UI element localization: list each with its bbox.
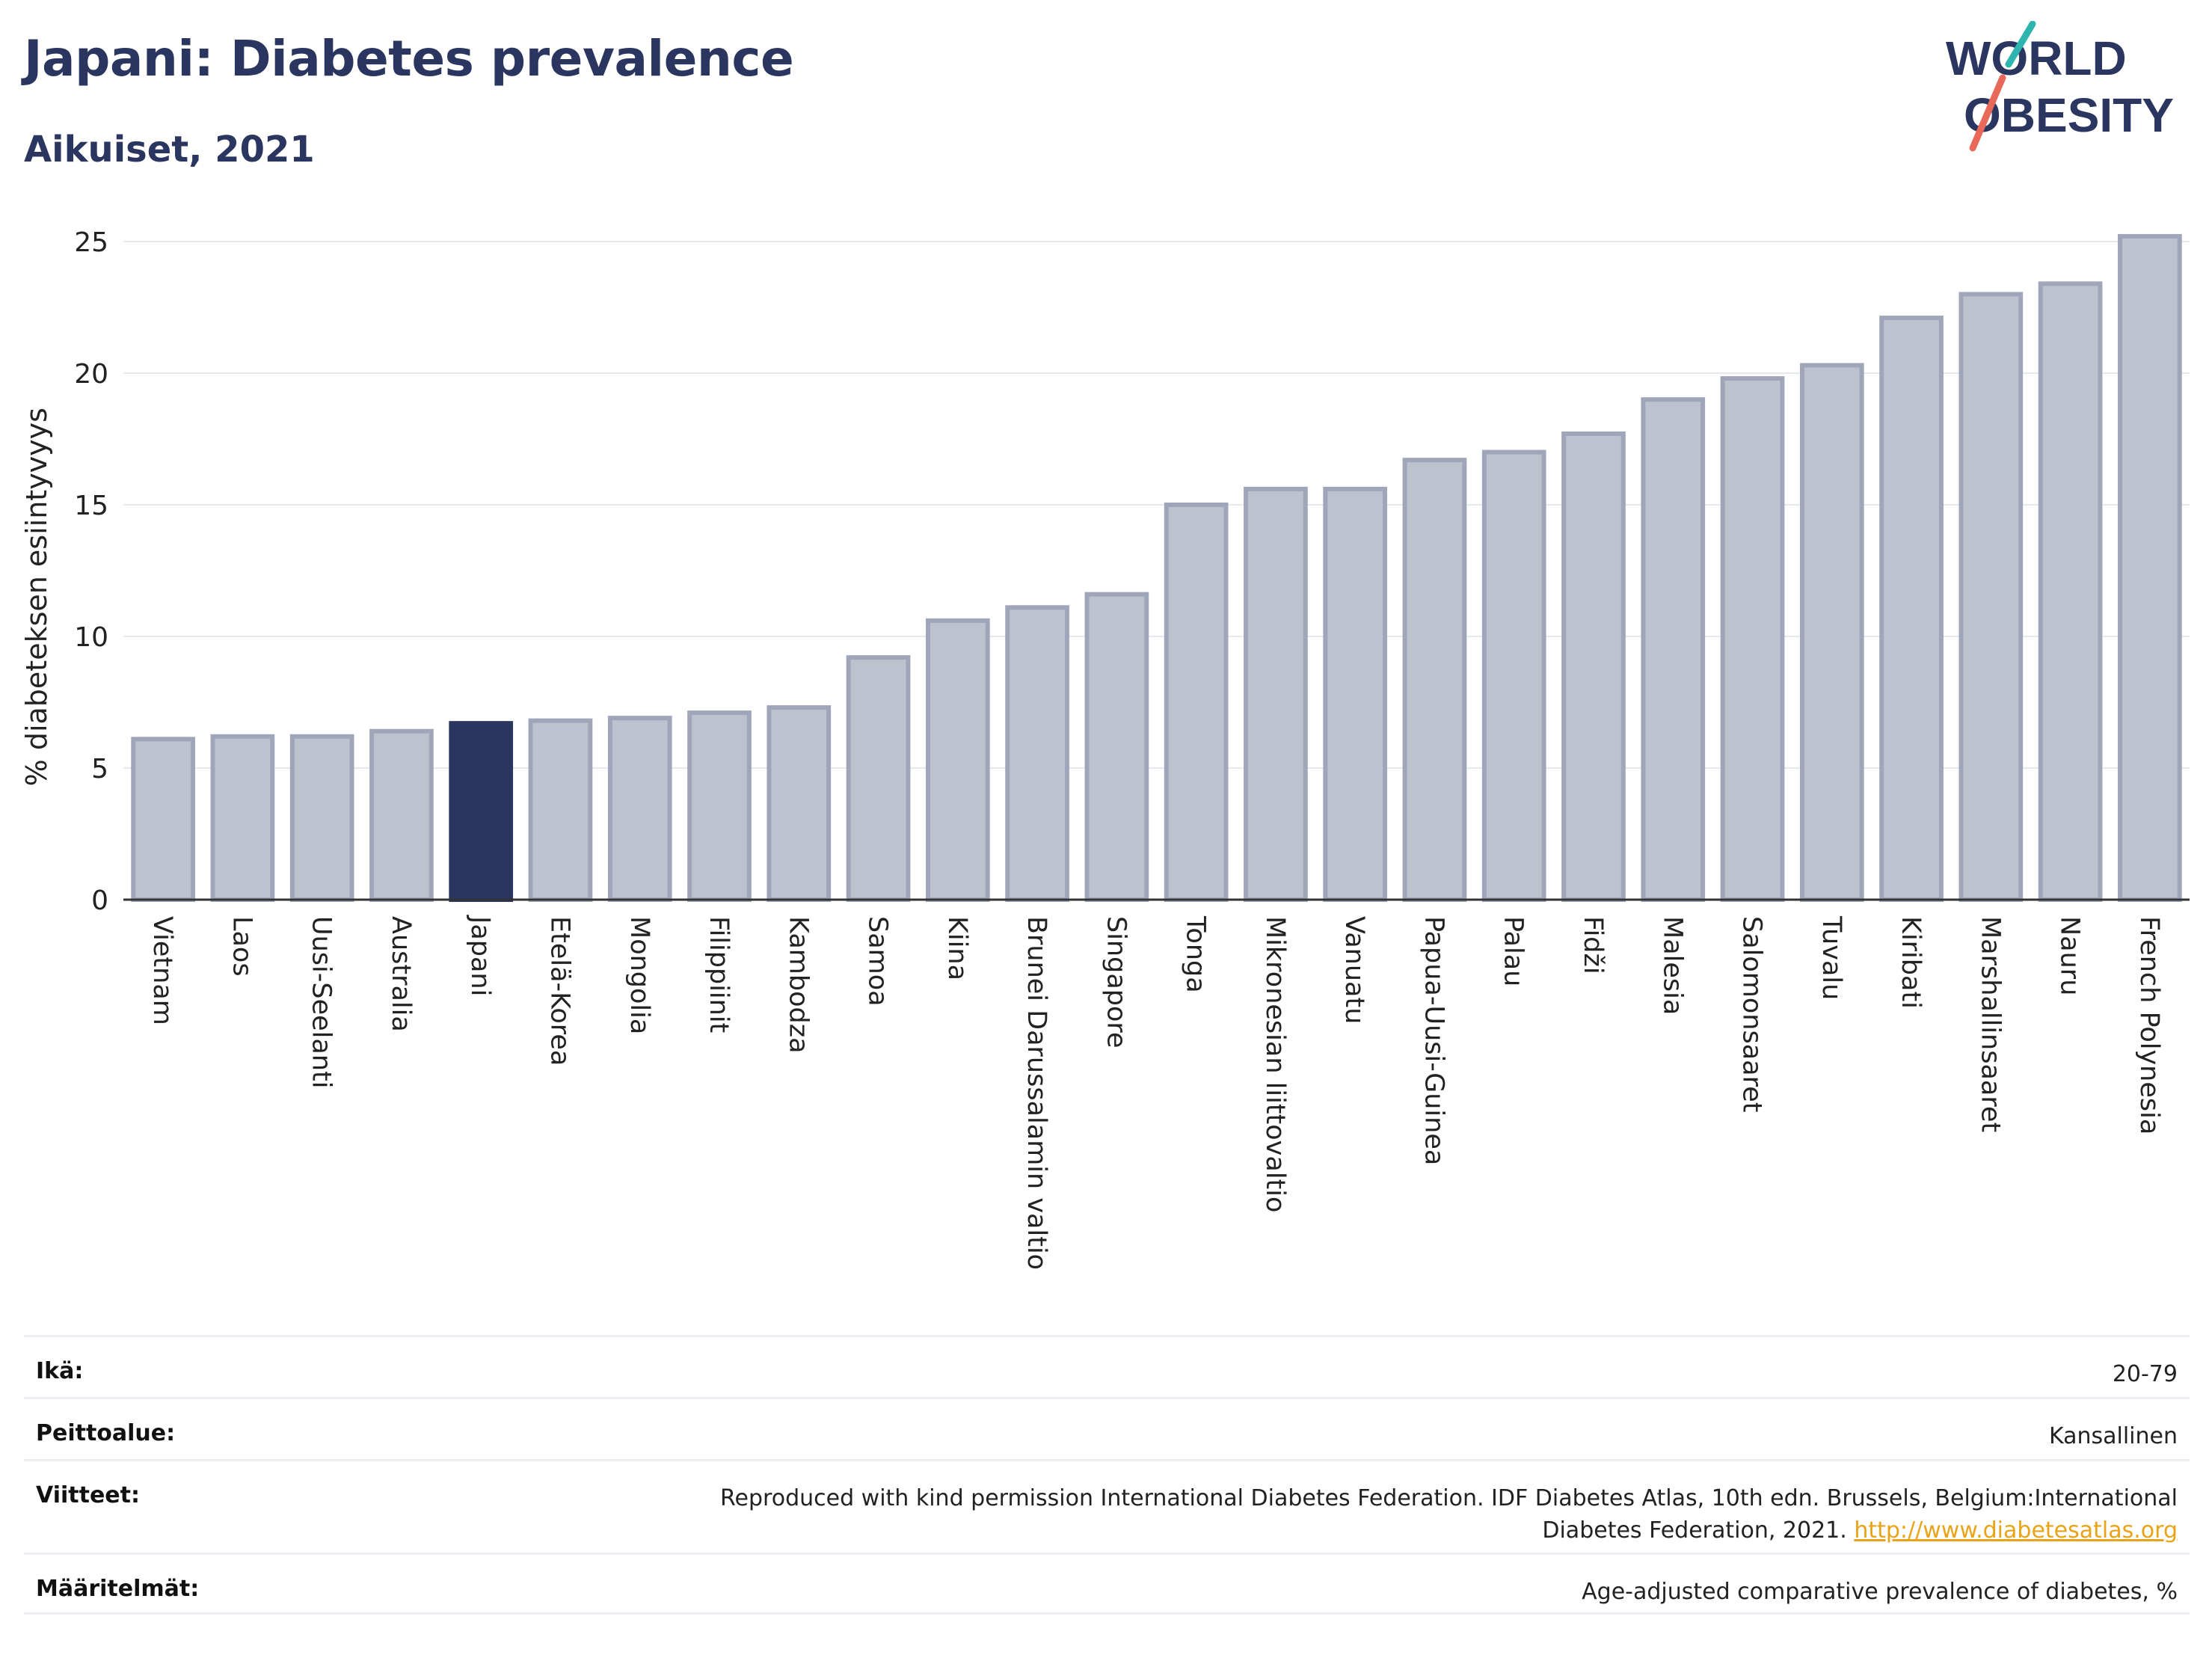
bar-etelä-korea [528,718,593,903]
logo-slash-coral [1969,74,2006,152]
bar-french-polynesia [2118,233,2182,902]
info-table: Ikä: 20-79 Peittoalue: Kansallinen Viitt… [24,1335,2190,1615]
y-tick-label: 0 [91,885,108,916]
y-tick-label: 15 [74,491,108,521]
info-value-references: Reproduced with kind permission Internat… [645,1482,2178,1547]
bar-mikronesian-liittovaltio [1244,486,1308,902]
bar-chart: 0 5 10 15 20 25 Vietnam Laos Uusi-Seelanti Austr… [20,227,2190,1270]
y-tick-label: 20 [74,359,108,390]
bar-japani [449,721,514,902]
bar-vanuatu [1323,486,1388,902]
bar-kiribati [1879,316,1944,902]
bar-fidži [1561,431,1626,902]
bar-tuvalu [1799,363,1864,902]
bar-singapore [1084,592,1149,902]
references-text: Reproduced with kind permission Internat… [720,1485,2178,1544]
x-tick-label: Vietnam [147,916,177,1025]
info-row-definitions: Määritelmät: Age-adjusted comparative pr… [24,1553,2190,1615]
logo-word-world: WORLD [1946,31,2127,85]
logo-slash-teal [2005,21,2036,68]
y-axis-title: % diabeteksen esiintyvyys [20,408,53,786]
info-label-definitions: Määritelmät: [36,1576,200,1602]
x-tick-label: Kiina [942,916,972,980]
x-tick-label: Fidži [1578,916,1608,974]
chart-title: Japani: Diabetes prevalence [24,30,794,87]
info-label-coverage: Peittoalue: [36,1420,176,1446]
bar-vietnam [131,737,195,903]
x-tick-label: Malesia [1657,916,1687,1015]
x-tick-label: Vanuatu [1339,916,1369,1024]
info-label-references: Viitteet: [36,1482,140,1508]
bar-palau [1481,449,1546,903]
info-value-definitions: Age-adjusted comparative prevalence of d… [1582,1579,2178,1605]
x-tick-label: Tuvalu [1816,915,1846,1000]
bar-salomonsaaret [1720,376,1785,903]
x-tick-label: Mongolia [624,916,654,1034]
x-tick-labels: Vietnam Laos Uusi-Seelanti Australia Japani E… [147,915,2164,1270]
x-tick-label: Mikronesian liittovaltio [1260,916,1290,1212]
bar-australia [369,728,434,902]
bar-filippiinit [687,710,752,903]
bar-mongolia [607,716,672,902]
x-tick-label: Laos [227,916,256,977]
x-tick-label: Marshallinsaaret [1975,916,2005,1132]
bar-laos [210,734,275,903]
y-tick-labels: 0 5 10 15 20 25 [74,227,108,916]
bar-papua-uusi-guinea [1402,458,1467,903]
x-tick-label: French Polynesia [2134,916,2164,1134]
info-value-coverage: Kansallinen [2048,1423,2178,1449]
y-tick-label: 10 [74,622,108,653]
bar-samoa [846,655,911,902]
x-tick-label: Nauru [2055,916,2085,995]
bar-nauru [2038,281,2103,902]
x-tick-label: Filippiinit [704,916,734,1033]
info-row-age: Ikä: 20-79 [24,1335,2190,1397]
x-tick-label: Brunei Darussalamin valtio [1021,916,1051,1270]
x-tick-label: Singapore [1101,916,1131,1048]
x-tick-label: Kiribati [1896,916,1926,1009]
diabetes-atlas-link[interactable]: http://www.diabetesatlas.org [1854,1517,2178,1544]
x-tick-label: Kambodza [783,916,813,1054]
x-tick-label: Tonga [1181,915,1211,993]
x-tick-label: Papua-Uusi-Guinea [1419,916,1448,1165]
bar-brunei-darussalamin-valtio [1005,605,1069,903]
bar-marshallinsaaret [1958,292,2024,902]
bars [131,233,2182,903]
info-label-age: Ikä: [36,1358,84,1384]
x-tick-label: Australia [386,916,416,1032]
chart-subtitle: Aikuiset, 2021 [24,129,315,171]
logo-word-obesity: OBESITY [1964,88,2174,142]
bar-uusi-seelanti [289,734,354,903]
info-row-references: Viitteet: Reproduced with kind permissio… [24,1459,2190,1553]
x-tick-label: Palau [1499,916,1529,986]
x-tick-label: Salomonsaaret [1737,916,1767,1113]
x-tick-label: Etelä-Korea [544,916,574,1066]
info-value-age: 20-79 [2112,1361,2178,1387]
bar-kambodza [766,705,832,902]
bar-malesia [1641,397,1706,902]
y-tick-label: 25 [74,227,108,258]
x-tick-label: Japani [465,915,495,996]
world-obesity-logo: WORLD OBESITY [1946,21,2174,152]
x-tick-label: Uusi-Seelanti [307,916,337,1088]
y-tick-label: 5 [91,754,108,784]
bar-kiina [925,618,990,902]
info-row-coverage: Peittoalue: Kansallinen [24,1397,2190,1459]
x-tick-label: Samoa [863,916,893,1007]
bar-tonga [1164,503,1229,902]
